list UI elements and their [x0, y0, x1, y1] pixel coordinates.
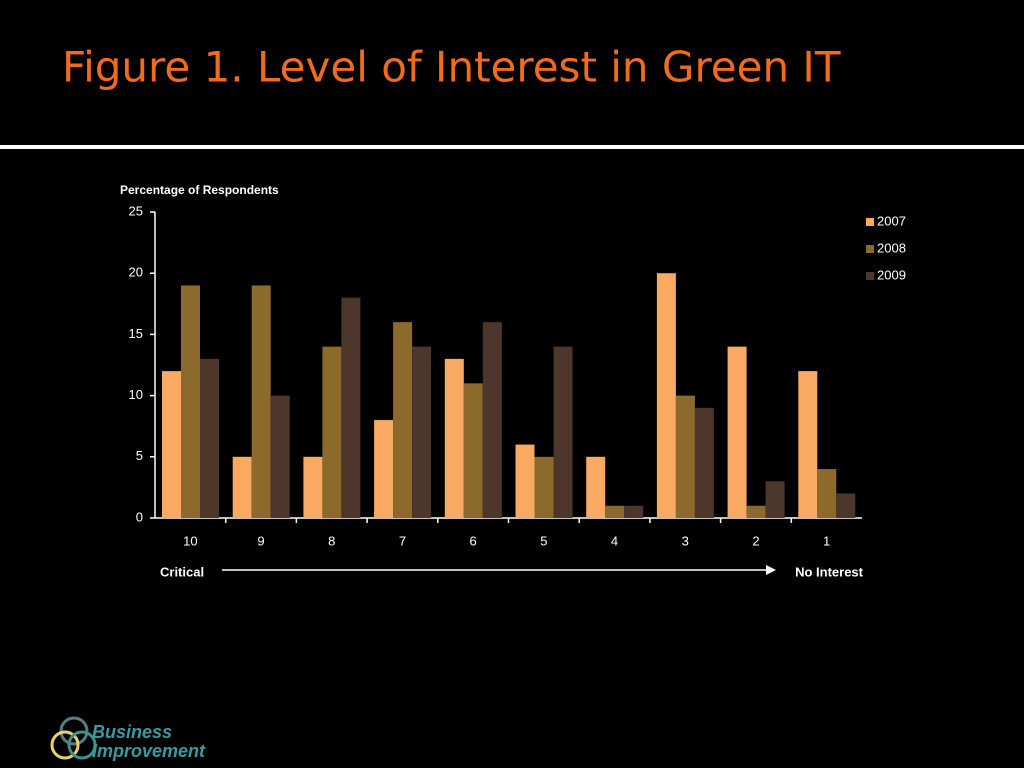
legend-swatch	[866, 272, 874, 280]
bar	[322, 346, 342, 518]
bar	[586, 456, 606, 518]
bar	[798, 371, 818, 518]
bar	[605, 505, 625, 518]
x-tick-label: 8	[328, 533, 335, 548]
logo-circle	[50, 730, 80, 760]
y-axis-label: Percentage of Respondents	[120, 183, 279, 197]
bar	[232, 456, 252, 518]
logo-text: Business	[92, 722, 172, 742]
y-tick-label: 25	[129, 203, 143, 218]
y-tick-label: 20	[129, 265, 143, 280]
logo-text: Improvement	[92, 741, 206, 761]
arrow-head	[766, 565, 776, 575]
bar	[656, 273, 676, 518]
bar	[727, 346, 747, 518]
x-tick-label: 2	[752, 533, 759, 548]
bar	[444, 358, 464, 518]
x-tick-label: 1	[823, 533, 830, 548]
x-tick-label: 5	[540, 533, 547, 548]
bar	[251, 285, 271, 518]
slide-title: Figure 1. Level of Interest in Green IT	[62, 43, 841, 92]
x-tick-label: 10	[183, 533, 197, 548]
bar	[162, 371, 181, 518]
bar	[553, 346, 573, 518]
bar	[270, 395, 290, 518]
legend-label: 2009	[877, 267, 906, 282]
bar	[765, 481, 785, 518]
y-tick-label: 5	[136, 448, 143, 463]
bar	[374, 420, 394, 518]
bar	[463, 383, 483, 518]
bar	[817, 469, 837, 518]
x-tick-label: 9	[257, 533, 264, 548]
bar	[341, 297, 361, 518]
bar	[412, 346, 432, 518]
bar	[836, 493, 856, 518]
bar	[534, 456, 554, 518]
title-rule	[0, 145, 1024, 149]
bar	[694, 407, 714, 518]
y-tick-label: 10	[129, 387, 143, 402]
legend-swatch	[866, 245, 874, 253]
x-tick-label: 6	[470, 533, 477, 548]
bar	[482, 322, 502, 518]
bar	[675, 395, 695, 518]
legend-label: 2008	[877, 240, 906, 255]
end-annotation: No Interest	[795, 564, 864, 579]
logo-circle	[67, 730, 97, 760]
y-tick-label: 15	[129, 326, 143, 341]
legend-swatch	[866, 218, 874, 226]
bar	[181, 285, 200, 518]
bar	[393, 322, 413, 518]
bar	[515, 444, 535, 518]
x-tick-label: 4	[611, 533, 618, 548]
start-annotation: Critical	[160, 564, 204, 579]
bar	[624, 505, 644, 518]
bar	[303, 456, 323, 518]
y-tick-label: 0	[136, 509, 143, 524]
legend-label: 2007	[877, 213, 906, 228]
bar	[200, 358, 219, 518]
x-tick-label: 3	[682, 533, 689, 548]
logo-circle	[59, 716, 89, 746]
bar	[746, 505, 766, 518]
x-tick-label: 7	[399, 533, 406, 548]
